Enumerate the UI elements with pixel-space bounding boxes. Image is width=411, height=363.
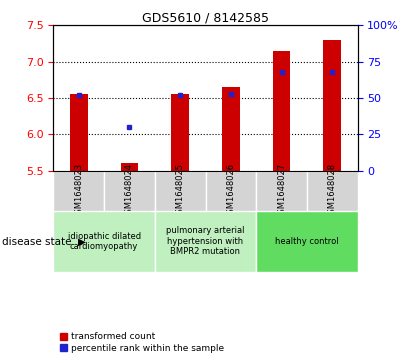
Text: GSM1648027: GSM1648027 bbox=[277, 163, 286, 219]
Text: healthy control: healthy control bbox=[275, 237, 339, 246]
Bar bbox=[120, 163, 139, 171]
Bar bbox=[206, 171, 256, 211]
Bar bbox=[256, 171, 307, 211]
Bar bbox=[256, 211, 358, 272]
Text: GSM1648023: GSM1648023 bbox=[74, 163, 83, 219]
Bar bbox=[171, 94, 189, 171]
Title: GDS5610 / 8142585: GDS5610 / 8142585 bbox=[142, 11, 269, 24]
Bar bbox=[70, 94, 88, 171]
Bar bbox=[155, 211, 256, 272]
Bar bbox=[155, 171, 206, 211]
Text: GSM1648028: GSM1648028 bbox=[328, 163, 337, 219]
Bar bbox=[307, 171, 358, 211]
Text: GSM1648026: GSM1648026 bbox=[226, 163, 236, 219]
Text: GSM1648025: GSM1648025 bbox=[175, 163, 185, 219]
Text: disease state  ▶: disease state ▶ bbox=[2, 236, 86, 246]
Bar bbox=[272, 51, 291, 171]
Text: idiopathic dilated
cardiomyopathy: idiopathic dilated cardiomyopathy bbox=[67, 232, 141, 251]
Text: GSM1648024: GSM1648024 bbox=[125, 163, 134, 219]
Bar bbox=[53, 171, 104, 211]
Bar bbox=[53, 211, 155, 272]
Legend: transformed count, percentile rank within the sample: transformed count, percentile rank withi… bbox=[58, 331, 226, 355]
Bar bbox=[222, 87, 240, 171]
Bar bbox=[323, 40, 341, 171]
Bar bbox=[104, 171, 155, 211]
Text: pulmonary arterial
hypertension with
BMPR2 mutation: pulmonary arterial hypertension with BMP… bbox=[166, 227, 245, 256]
